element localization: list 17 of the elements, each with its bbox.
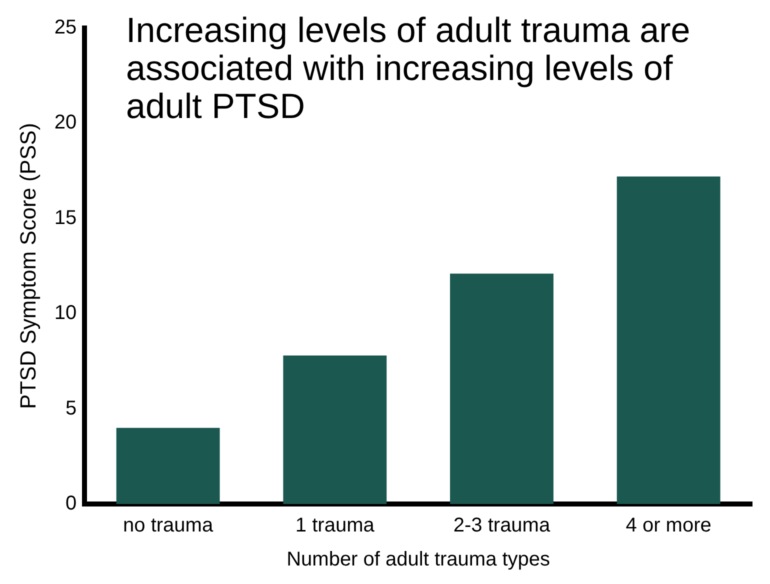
x-tick-label: 1 trauma	[295, 514, 376, 537]
x-tick-label: 4 or more	[626, 514, 712, 537]
y-tick-label: 20	[54, 112, 77, 134]
y-axis-title: PTSD Symptom Score (PSS)	[15, 122, 40, 410]
bar	[283, 355, 387, 504]
text: Increasing levels of adult trauma are associated with increasing levels of adult PTSD	[126, 11, 692, 126]
y-tick-label: 15	[54, 206, 77, 229]
y-tick-label: 10	[54, 302, 77, 324]
bar	[116, 428, 220, 504]
y-tick-label: 5	[66, 397, 77, 420]
y-tick-label: 25	[54, 16, 77, 39]
bar	[450, 274, 554, 504]
x-axis-title: Number of adult trauma types	[286, 548, 550, 571]
bar	[616, 176, 720, 504]
x-tick-label: 2-3 trauma	[453, 514, 551, 537]
y-tick-label: 0	[66, 492, 77, 515]
x-tick-label: no trauma	[123, 514, 214, 537]
